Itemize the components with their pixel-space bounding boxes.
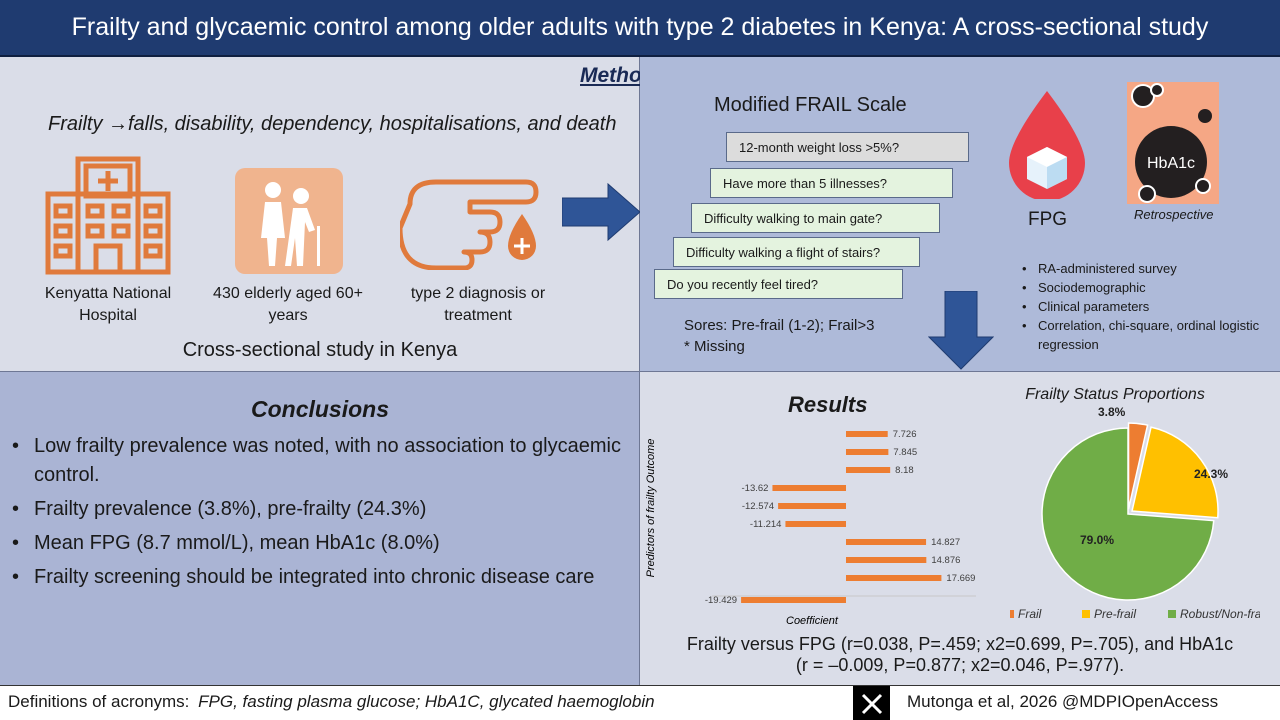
- y-axis-label: Predictors of frailty Outcome: [645, 439, 657, 578]
- study-design: Cross-sectional study in Kenya: [182, 339, 458, 361]
- x-logo-icon[interactable]: [853, 686, 890, 720]
- pie-slice: [1131, 426, 1219, 519]
- legend-swatch: [1082, 610, 1090, 618]
- acronym-definitions: Definitions of acronyms: FPG, fasting pl…: [8, 692, 655, 712]
- bar: [846, 575, 942, 581]
- methods-bullet: Sociodemographic: [1020, 278, 1270, 297]
- conclusion-item: Low frailty prevalence was noted, with n…: [12, 432, 622, 490]
- pie-data-label: 79.0%: [1080, 533, 1114, 547]
- missing-note: * Missing: [684, 338, 745, 355]
- frailty-pie-chart: 3.8% 24.3% 79.0% Frail Pre-frail Robust/Non-f…: [1010, 406, 1260, 621]
- pie-title: Frailty Status Proportions: [1025, 386, 1205, 403]
- hba1c-label: HbA1c: [1147, 155, 1195, 172]
- footer: Definitions of acronyms: FPG, fasting pl…: [0, 685, 1280, 720]
- bar: [846, 449, 889, 455]
- frail-question: 12-month weight loss >5%?: [726, 132, 969, 162]
- hba1c-icon: HbA1c: [1127, 82, 1219, 209]
- arrow-down-icon: [927, 290, 995, 376]
- pie-data-label: 24.3%: [1194, 467, 1228, 481]
- legend-label: Frail: [1018, 607, 1042, 621]
- x-axis-label: Coefficient: [786, 615, 839, 627]
- title-bar: Frailty and glycaemic control among olde…: [0, 0, 1280, 57]
- bar-data-label: -19.429: [705, 595, 737, 606]
- fpg-label: FPG: [1028, 209, 1068, 230]
- retrospective-label: Retrospective: [1134, 207, 1214, 222]
- defs-text: FPG, fasting plasma glucose; HbA1C, glyc…: [198, 692, 655, 711]
- elderly-couple-icon: [235, 168, 343, 279]
- bar-data-label: 7.726: [893, 429, 917, 440]
- conclusions-list: Low frailty prevalence was noted, with n…: [12, 432, 622, 597]
- bar-data-label: 14.876: [931, 555, 960, 566]
- bar-data-label: 17.669: [946, 573, 975, 584]
- hospital-label: Kenyatta National Hospital: [44, 285, 172, 324]
- page-title: Frailty and glycaemic control among olde…: [71, 13, 1209, 41]
- conclusions-title: Conclusions: [250, 396, 389, 422]
- frail-question: Difficulty walking to main gate?: [691, 203, 940, 233]
- conclusion-item: Frailty prevalence (3.8%), pre-frailty (…: [12, 495, 622, 524]
- pie-data-label: 3.8%: [1098, 406, 1126, 419]
- elderly-label: 430 elderly aged 60+ years: [213, 285, 363, 324]
- legend-swatch: [1010, 610, 1014, 618]
- pie-slice: [1127, 422, 1149, 510]
- frail-question: Have more than 5 illnesses?: [710, 168, 953, 198]
- scoring-note: Sores: Pre-frail (1-2); Frail>3 * Missin…: [684, 315, 874, 357]
- bar-data-label: 8.18: [895, 465, 914, 476]
- frail-question: Do you recently feel tired?: [654, 269, 903, 299]
- frailty-consequences: Frailty →falls, disability, dependency, …: [48, 113, 617, 135]
- bar: [846, 467, 891, 473]
- coefficient-bar-chart: Predictors of frailty Outcome Coefficient…: [645, 429, 976, 627]
- stat-line: (r = –0.009, P=0.877; x2=0.046, P=.977).: [795, 655, 1125, 675]
- frail-scale-title: Modified FRAIL Scale: [714, 94, 907, 116]
- legend-label: Pre-frail: [1094, 607, 1136, 621]
- finger-prick-icon: [397, 174, 560, 275]
- bar-data-label: -11.214: [750, 519, 782, 530]
- legend-swatch: [1168, 610, 1176, 618]
- scoring-line: Sores: Pre-frail (1-2); Frail>3: [684, 317, 875, 334]
- bar: [846, 431, 888, 437]
- study-panel: Frailty →falls, disability, dependency, …: [0, 57, 642, 372]
- association-stats: Frailty versus FPG (r=0.038, P=.459; x2=…: [650, 634, 1270, 676]
- bar: [772, 485, 846, 491]
- hospital-icon: [38, 154, 178, 281]
- stat-line: Frailty versus FPG (r=0.038, P=.459; x2=…: [686, 634, 1234, 654]
- conclusion-item: Frailty screening should be integrated i…: [12, 563, 622, 592]
- results-panel: Results Predictors of frailty Outcome Coe…: [640, 372, 1280, 685]
- bar: [741, 597, 846, 603]
- blood-drop-icon: [1007, 89, 1087, 204]
- defs-label: Definitions of acronyms:: [8, 692, 190, 711]
- legend-label: Robust/Non-frail: [1180, 607, 1260, 621]
- bar-data-label: -12.574: [742, 501, 774, 512]
- citation[interactable]: Mutonga et al, 2026 @MDPIOpenAccess: [907, 692, 1219, 711]
- bar-data-label: -13.62: [742, 483, 769, 494]
- bar: [846, 557, 927, 563]
- methods-bullet: Correlation, chi-square, ordinal logisti…: [1020, 316, 1270, 354]
- methods-bullet: RA-administered survey: [1020, 259, 1270, 278]
- frail-question: Difficulty walking a flight of stairs?: [673, 237, 920, 267]
- results-title: Results: [788, 392, 868, 417]
- bar: [846, 539, 927, 545]
- methods-bullets: RA-administered survey Sociodemographic …: [1020, 259, 1270, 354]
- arrow-right-icon: [561, 182, 642, 247]
- pie-slice: [1041, 427, 1215, 601]
- methods-bullet: Clinical parameters: [1020, 297, 1270, 316]
- bar: [785, 521, 846, 527]
- bar-data-label: 7.845: [893, 447, 917, 458]
- conclusions-panel: Conclusions Low frailty prevalence was n…: [0, 372, 640, 685]
- bar-data-label: 14.827: [931, 537, 960, 548]
- conclusion-item: Mean FPG (8.7 mmol/L), mean HbA1c (8.0%): [12, 529, 622, 558]
- diagnosis-label: type 2 diagnosis or treatment: [410, 285, 546, 324]
- bar: [778, 503, 846, 509]
